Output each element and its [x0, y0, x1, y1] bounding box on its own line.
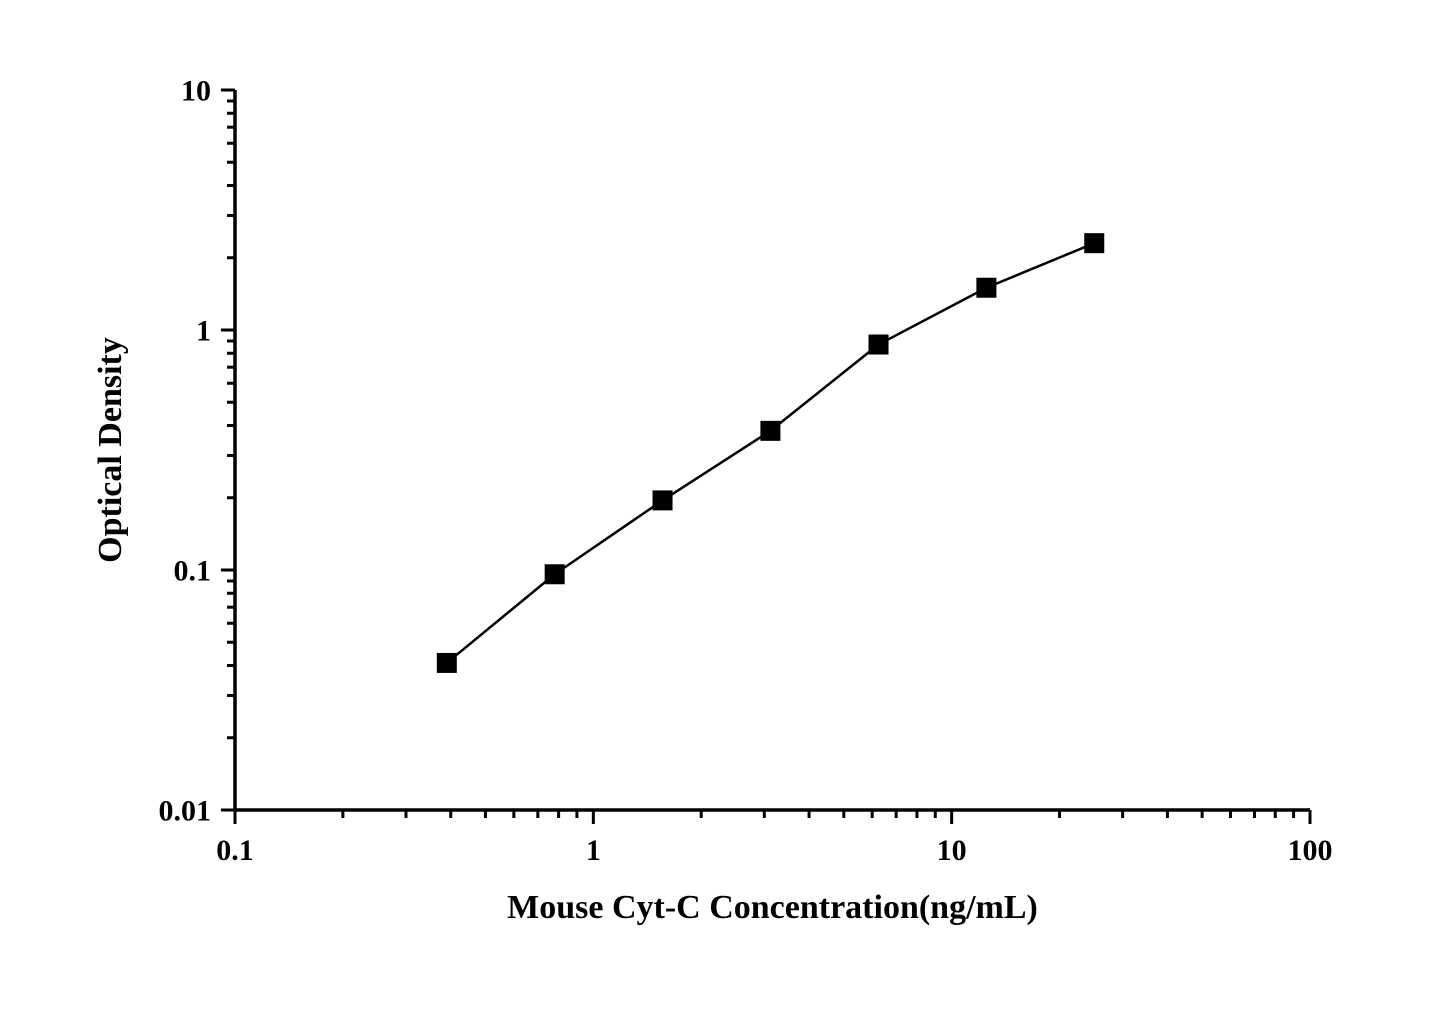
x-axis-label: Mouse Cyt-C Concentration(ng/mL) — [507, 889, 1038, 926]
loglog-chart: 0.11101000.010.1110Mouse Cyt-C Concentra… — [0, 0, 1445, 1009]
x-tick-label: 100 — [1288, 834, 1333, 867]
data-marker — [437, 653, 457, 673]
x-tick-label: 10 — [937, 834, 967, 867]
y-tick-label: 1 — [196, 315, 211, 348]
data-marker — [869, 335, 889, 355]
x-tick-label: 0.1 — [216, 834, 254, 867]
chart-container: 0.11101000.010.1110Mouse Cyt-C Concentra… — [0, 0, 1445, 1009]
data-marker — [545, 564, 565, 584]
data-marker — [1084, 233, 1104, 253]
y-tick-label: 0.01 — [159, 795, 212, 828]
x-tick-label: 1 — [586, 834, 601, 867]
data-marker — [976, 278, 996, 298]
y-axis-label: Optical Density — [92, 337, 129, 563]
y-tick-label: 10 — [181, 75, 211, 108]
data-marker — [760, 421, 780, 441]
data-marker — [653, 490, 673, 510]
y-tick-label: 0.1 — [174, 555, 212, 588]
